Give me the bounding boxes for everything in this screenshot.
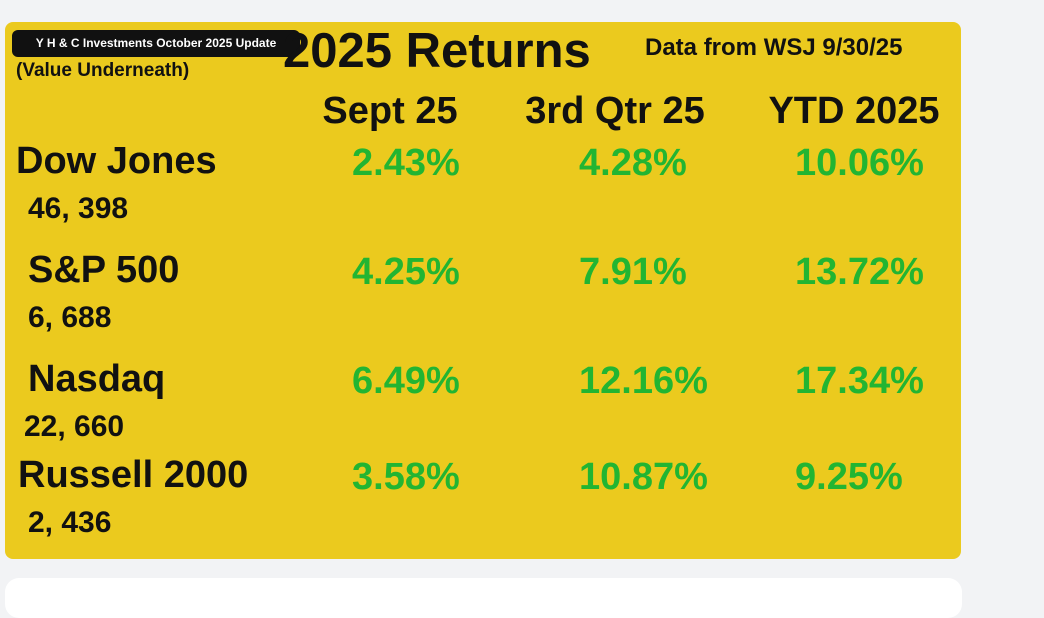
return-value: 9.25%: [795, 456, 903, 498]
index-value: 6, 688: [28, 301, 112, 334]
index-value: 46, 398: [28, 192, 129, 225]
return-value: 12.16%: [579, 360, 708, 402]
return-value: 6.49%: [352, 360, 460, 402]
return-value: 10.06%: [795, 142, 924, 184]
source: Data from WSJ 9/30/25: [645, 34, 903, 61]
return-value: 2.43%: [352, 142, 460, 184]
column-header: Sept 25: [322, 90, 458, 132]
index-name: S&P 500: [28, 249, 180, 291]
index-name: Russell 2000: [18, 454, 249, 496]
index-value: 2, 436: [28, 506, 112, 539]
title: 2025 Returns: [283, 24, 591, 78]
return-value: 13.72%: [795, 251, 924, 293]
return-value: 7.91%: [579, 251, 687, 293]
index-name: Nasdaq: [28, 358, 166, 400]
badge: Y H & C Investments October 2025 Update: [12, 30, 300, 57]
column-header: YTD 2025: [768, 90, 940, 132]
next-card: [5, 578, 962, 618]
return-value: 4.28%: [579, 142, 687, 184]
return-value: 4.25%: [352, 251, 460, 293]
index-name: Dow Jones: [16, 140, 217, 182]
index-value: 22, 660: [24, 410, 125, 443]
column-header: 3rd Qtr 25: [525, 90, 705, 132]
return-value: 17.34%: [795, 360, 924, 402]
returns-panel: [5, 22, 961, 559]
return-value: 10.87%: [579, 456, 708, 498]
page: Y H & C Investments October 2025 Update …: [5, 22, 962, 618]
return-value: 3.58%: [352, 456, 460, 498]
subtitle: (Value Underneath): [16, 60, 190, 81]
